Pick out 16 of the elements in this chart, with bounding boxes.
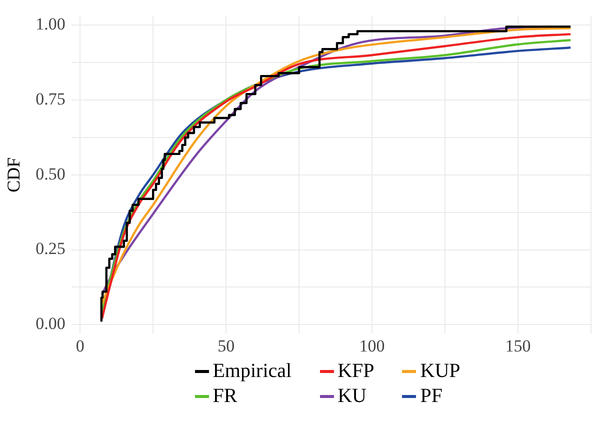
y-tick-label: 0.25 xyxy=(36,239,66,258)
legend-label: FR xyxy=(212,385,238,408)
legend-label: Empirical xyxy=(212,360,292,383)
legend-label: KUP xyxy=(420,360,460,383)
y-axis-title: CDF xyxy=(4,157,24,192)
x-tick-label: 150 xyxy=(505,336,531,356)
y-tick-label: 1.00 xyxy=(36,14,66,34)
x-tick-label: 0 xyxy=(76,336,84,356)
y-tick-label: 0.00 xyxy=(36,314,66,334)
x-tick-label: 50 xyxy=(218,336,235,356)
legend-label: KU xyxy=(338,385,366,408)
x-tick-label: 100 xyxy=(359,336,385,356)
legend-label: PF xyxy=(420,385,443,408)
legend-label: KFP xyxy=(338,360,374,383)
y-tick-label: 0.75 xyxy=(36,90,66,109)
y-tick-label: 0.50 xyxy=(36,164,66,184)
